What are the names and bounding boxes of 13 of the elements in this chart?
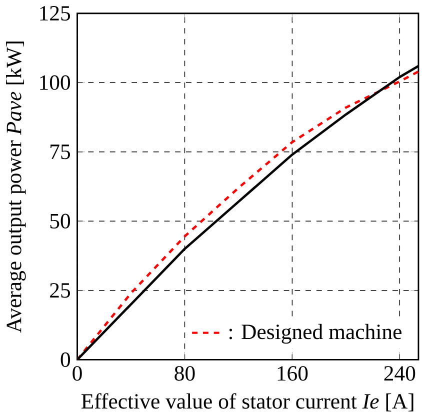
x-tick-label: 240 — [384, 366, 416, 381]
x-axis-title: Effective value of stator current Ie [A] — [81, 392, 414, 412]
y-tick-label: 75 — [50, 144, 70, 159]
x-tick-label: 80 — [174, 366, 195, 381]
y-tick-label: 25 — [50, 282, 70, 298]
y-tick-label: 125 — [40, 6, 70, 20]
legend-label: : Designed machine — [229, 324, 402, 344]
x-tick-label: 160 — [278, 366, 308, 381]
y-tick-label: 50 — [50, 214, 70, 228]
y-tick-label: 0 — [60, 352, 70, 367]
y-tick-label: 100 — [40, 75, 70, 90]
x-tick-label: 0 — [72, 366, 82, 381]
y-axis-title: Average output power Pave [kW] — [6, 41, 26, 333]
